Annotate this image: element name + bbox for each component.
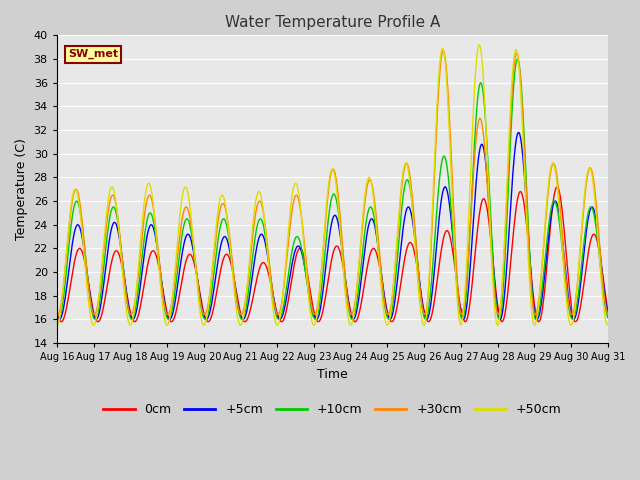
- X-axis label: Time: Time: [317, 368, 348, 381]
- Title: Water Temperature Profile A: Water Temperature Profile A: [225, 15, 440, 30]
- Text: SW_met: SW_met: [68, 49, 118, 60]
- Legend: 0cm, +5cm, +10cm, +30cm, +50cm: 0cm, +5cm, +10cm, +30cm, +50cm: [99, 398, 566, 421]
- Y-axis label: Temperature (C): Temperature (C): [15, 138, 28, 240]
